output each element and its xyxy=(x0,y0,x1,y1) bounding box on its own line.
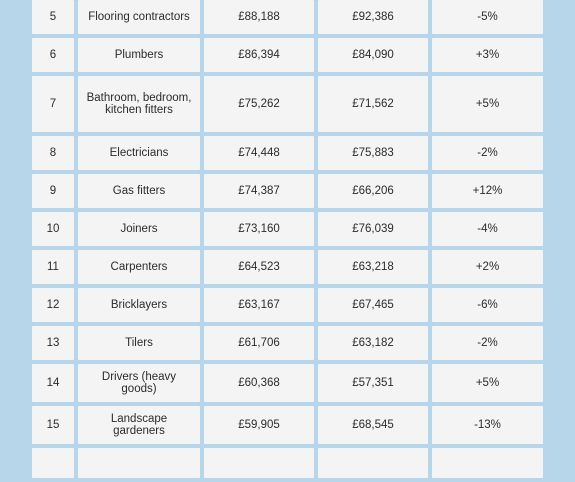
table-row: 7 Bathroom, bedroom, kitchen fitters £75,2… xyxy=(32,76,543,132)
trade-cell: Drivers (heavy goods) xyxy=(78,364,200,402)
rank-cell: 14 xyxy=(32,364,74,402)
rank-cell: 13 xyxy=(32,326,74,360)
change-cell: +5% xyxy=(432,364,543,402)
table-row: 8 Electricians £74,448 £75,883 -2% xyxy=(32,136,543,170)
rank-cell: 8 xyxy=(32,136,74,170)
value-b-cell: £71,562 xyxy=(318,76,428,132)
value-b-cell: £75,883 xyxy=(318,136,428,170)
change-cell: +2% xyxy=(432,250,543,284)
table-row: 15 Landscape gardeners £59,905 £68,545 -13% xyxy=(32,406,543,444)
value-b-cell: £66,206 xyxy=(318,174,428,208)
value-b-cell xyxy=(318,448,428,478)
trade-cell: Plumbers xyxy=(78,38,200,72)
table-row: 6 Plumbers £86,394 £84,090 +3% xyxy=(32,38,543,72)
table-row: 9 Gas fitters £74,387 £66,206 +12% xyxy=(32,174,543,208)
change-cell: +3% xyxy=(432,38,543,72)
trade-cell: Landscape gardeners xyxy=(78,406,200,444)
rank-cell: 11 xyxy=(32,250,74,284)
trade-cell: Electricians xyxy=(78,136,200,170)
value-b-cell: £63,218 xyxy=(318,250,428,284)
trade-cell: Carpenters xyxy=(78,250,200,284)
table-row: 12 Bricklayers £63,167 £67,465 -6% xyxy=(32,288,543,322)
value-b-cell: £76,039 xyxy=(318,212,428,246)
trade-cell: Joiners xyxy=(78,212,200,246)
change-cell: +12% xyxy=(432,174,543,208)
trade-cell: Bricklayers xyxy=(78,288,200,322)
change-cell: -6% xyxy=(432,288,543,322)
rank-cell xyxy=(32,448,74,478)
value-a-cell: £73,160 xyxy=(204,212,314,246)
rank-cell: 7 xyxy=(32,76,74,132)
rank-cell: 6 xyxy=(32,38,74,72)
value-a-cell: £61,706 xyxy=(204,326,314,360)
table-row: 13 Tilers £61,706 £63,182 -2% xyxy=(32,326,543,360)
rank-cell: 9 xyxy=(32,174,74,208)
value-a-cell: £60,368 xyxy=(204,364,314,402)
value-a-cell: £88,188 xyxy=(204,0,314,34)
value-a-cell xyxy=(204,448,314,478)
rank-cell: 12 xyxy=(32,288,74,322)
table-row: 14 Drivers (heavy goods) £60,368 £57,351 +5% xyxy=(32,364,543,402)
table-row: 5 Flooring contractors £88,188 £92,386 -5% xyxy=(32,0,543,34)
value-b-cell: £63,182 xyxy=(318,326,428,360)
table-row: 11 Carpenters £64,523 £63,218 +2% xyxy=(32,250,543,284)
value-a-cell: £86,394 xyxy=(204,38,314,72)
table-body: 5 Flooring contractors £88,188 £92,386 -5% 6 P… xyxy=(32,0,543,478)
ranking-table-container: 5 Flooring contractors £88,188 £92,386 -5% 6 P… xyxy=(28,0,547,482)
value-a-cell: £75,262 xyxy=(204,76,314,132)
trade-cell xyxy=(78,448,200,478)
value-a-cell: £63,167 xyxy=(204,288,314,322)
value-b-cell: £84,090 xyxy=(318,38,428,72)
value-b-cell: £67,465 xyxy=(318,288,428,322)
change-cell: -13% xyxy=(432,406,543,444)
trade-cell: Gas fitters xyxy=(78,174,200,208)
change-cell: -2% xyxy=(432,326,543,360)
value-a-cell: £74,387 xyxy=(204,174,314,208)
trade-cell: Bathroom, bedroom, kitchen fitters xyxy=(78,76,200,132)
value-a-cell: £59,905 xyxy=(204,406,314,444)
change-cell: +5% xyxy=(432,76,543,132)
change-cell: -5% xyxy=(432,0,543,34)
trade-cell: Flooring contractors xyxy=(78,0,200,34)
value-a-cell: £64,523 xyxy=(204,250,314,284)
value-b-cell: £57,351 xyxy=(318,364,428,402)
rank-cell: 10 xyxy=(32,212,74,246)
change-cell: -2% xyxy=(432,136,543,170)
value-a-cell: £74,448 xyxy=(204,136,314,170)
table-row: 10 Joiners £73,160 £76,039 -4% xyxy=(32,212,543,246)
rank-cell: 5 xyxy=(32,0,74,34)
rank-cell: 15 xyxy=(32,406,74,444)
trade-cell: Tilers xyxy=(78,326,200,360)
change-cell xyxy=(432,448,543,478)
value-b-cell: £92,386 xyxy=(318,0,428,34)
trade-earnings-table: 5 Flooring contractors £88,188 £92,386 -5% 6 P… xyxy=(28,0,547,482)
value-b-cell: £68,545 xyxy=(318,406,428,444)
change-cell: -4% xyxy=(432,212,543,246)
table-row xyxy=(32,448,543,478)
